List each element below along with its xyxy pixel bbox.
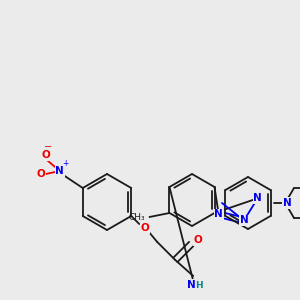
Text: O: O bbox=[36, 169, 45, 179]
Text: O: O bbox=[141, 223, 150, 233]
Text: −: − bbox=[44, 142, 52, 152]
Text: N: N bbox=[240, 215, 248, 226]
Text: N: N bbox=[283, 198, 291, 208]
Text: O: O bbox=[194, 235, 203, 245]
Text: N: N bbox=[253, 193, 262, 203]
Text: N: N bbox=[187, 280, 196, 290]
Text: H: H bbox=[195, 280, 203, 290]
Text: +: + bbox=[63, 160, 69, 169]
Text: O: O bbox=[41, 150, 50, 160]
Text: N: N bbox=[214, 209, 223, 219]
Text: N: N bbox=[56, 166, 64, 176]
Text: CH₃: CH₃ bbox=[129, 214, 146, 223]
